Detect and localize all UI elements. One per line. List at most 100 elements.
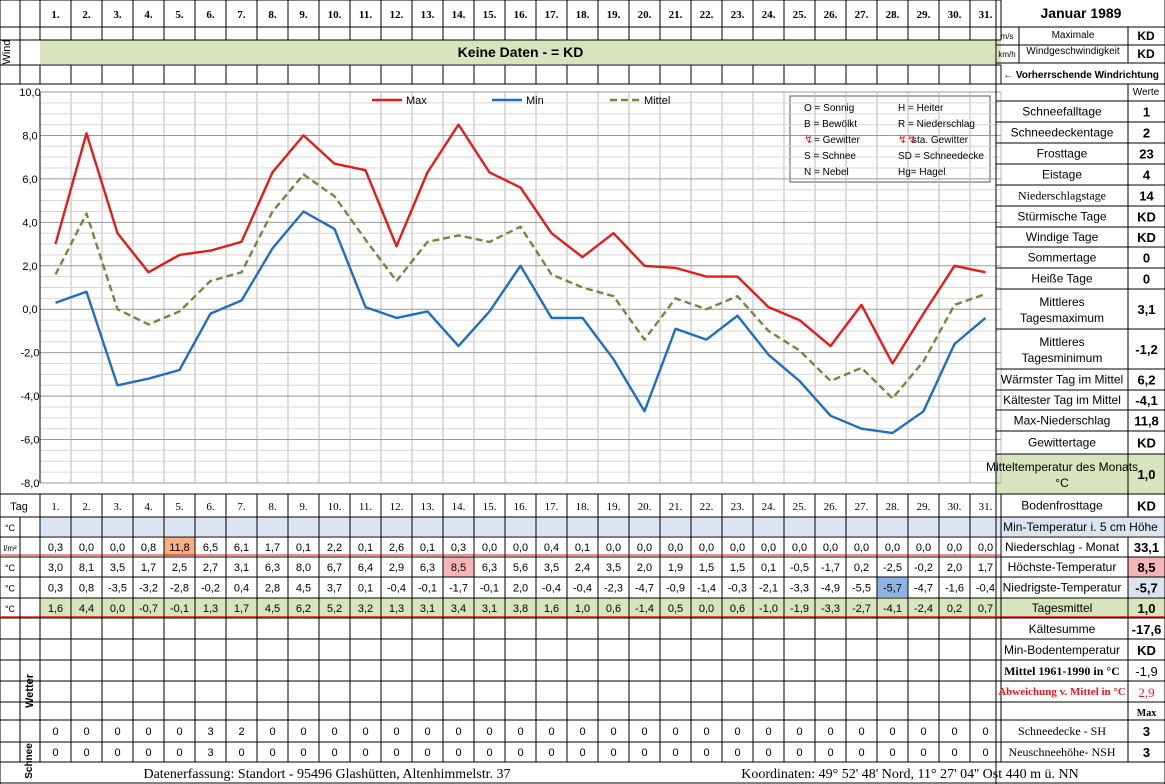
row-summary: 8,5	[1137, 560, 1155, 575]
row-unit: l/m²	[3, 544, 17, 553]
abweichung-label: Abweichung v. Mittel in °C	[998, 686, 1126, 698]
table-cell: 0,0	[606, 542, 621, 554]
day-header: 1.	[51, 9, 60, 21]
day-header: 11.	[359, 9, 372, 21]
monatsmittel-band	[996, 454, 1165, 494]
day-footer: 20.	[638, 501, 652, 513]
stat-label: Heiße Tage	[1031, 272, 1092, 286]
table-cell: -2,3	[604, 583, 623, 595]
legend-code: B = Bewölkt	[804, 119, 857, 130]
table-cell: 0,0	[110, 542, 125, 554]
table-cell: 1,7	[234, 603, 249, 615]
table-cell: -0,1	[170, 603, 189, 615]
table-cell: 0,0	[885, 542, 900, 554]
table-cell: 2,8	[265, 583, 280, 595]
day-footer: 14.	[452, 501, 466, 513]
table-cell: 0,1	[575, 542, 590, 554]
table-cell: 0,0	[947, 542, 962, 554]
day-footer: 22.	[700, 501, 714, 513]
min-5cm-band	[40, 517, 1001, 536]
row-unit: °C	[5, 563, 16, 573]
table-cell: 0,3	[48, 542, 63, 554]
table-cell: 0,0	[482, 542, 497, 554]
stat-value: 4	[1143, 168, 1151, 183]
table-cell: 3,8	[513, 603, 528, 615]
stat-value: -1,2	[1135, 342, 1157, 357]
schnee-cell: 0	[362, 726, 368, 738]
schnee-cell: 3	[207, 747, 213, 759]
stat-value: 2	[1143, 126, 1150, 141]
wind-row-label: Wind	[1, 39, 13, 64]
table-cell: 0,0	[761, 542, 776, 554]
day-footer: 1.	[51, 501, 60, 513]
schnee-cell: 0	[145, 747, 151, 759]
table-cell: 0,7	[978, 603, 993, 615]
schnee-label: Schnee	[24, 743, 35, 779]
schnee-cell: 0	[548, 747, 554, 759]
table-cell: -1,9	[790, 603, 809, 615]
table-cell: 3,1	[234, 562, 249, 574]
table-cell: 0,0	[637, 542, 652, 554]
day-header: 3.	[113, 9, 122, 21]
table-cell: 3,5	[606, 562, 621, 574]
legend-label-min: Min	[526, 95, 544, 107]
stat-label: Eistage	[1042, 168, 1082, 182]
day-header: 4.	[144, 9, 153, 21]
row-label: Niedrigste-Temperatur	[1003, 581, 1122, 595]
stat-label: Frosttage	[1037, 147, 1088, 161]
row-label: Tagesmittel	[1032, 601, 1093, 615]
schnee-cell: 0	[52, 726, 58, 738]
schnee-row-summary: 3	[1143, 745, 1150, 760]
table-cell: 2,0	[947, 562, 962, 574]
table-cell: 1,6	[48, 603, 63, 615]
stat-value: 1,0	[1137, 467, 1155, 482]
table-cell: 4,4	[79, 603, 94, 615]
row-summary: 33,1	[1134, 540, 1159, 555]
y-tick-label: -2,0	[21, 348, 40, 360]
stat-value: 3,1	[1137, 302, 1155, 317]
legend-code: S = Schnee	[804, 151, 856, 162]
stat-label: Niederschlagstage	[1018, 189, 1106, 203]
legend-code: H = Heiter	[898, 103, 944, 114]
month-title: Januar 1989	[1041, 5, 1122, 21]
day-header: 20.	[638, 9, 652, 21]
y-tick-label: 6,0	[22, 174, 37, 186]
day-footer: 15.	[483, 501, 497, 513]
table-cell: 5,6	[513, 562, 528, 574]
table-cell: -2,1	[759, 583, 778, 595]
schnee-cell: 0	[734, 747, 740, 759]
stat-label: Mitteltemperatur des Monats °C	[986, 460, 1138, 490]
table-cell: 0,8	[79, 583, 94, 595]
table-cell: 0,0	[854, 542, 869, 554]
stat-value: 23	[1139, 147, 1153, 162]
table-cell: 0,0	[699, 603, 714, 615]
table-cell: -0,4	[387, 583, 406, 595]
schnee-cell: 0	[641, 726, 647, 738]
row-label: Min-Temperatur i. 5 cm Höhe	[1003, 520, 1158, 534]
max-label: Max	[1137, 708, 1156, 719]
schnee-cell: 0	[114, 726, 120, 738]
schnee-cell: 0	[393, 747, 399, 759]
table-cell: 0,0	[978, 542, 993, 554]
table-cell: 1,7	[265, 542, 280, 554]
table-cell: -0,4	[976, 583, 995, 595]
tagesmittel-label-band	[996, 598, 1165, 618]
table-cell: 0,0	[916, 542, 931, 554]
table-cell: 1,6	[544, 603, 559, 615]
table-cell: -3,2	[139, 583, 158, 595]
day-header: 18.	[576, 9, 590, 21]
table-cell: 2,5	[172, 562, 187, 574]
y-tick-label: -6,0	[21, 435, 40, 447]
table-cell: 0,1	[296, 542, 311, 554]
day-header: 25.	[793, 9, 807, 21]
day-footer: 23.	[731, 501, 745, 513]
row-label: Höchste-Temperatur	[1008, 560, 1117, 574]
stat-label: Kältester Tag im Mittel	[1003, 393, 1121, 407]
highlight-min-temp	[877, 577, 908, 597]
schnee-row-label: Neuschneehöhe- NSH	[1009, 745, 1116, 759]
table-cell: 1,3	[203, 603, 218, 615]
schnee-cell: 0	[486, 747, 492, 759]
mittel-label: Mittel 1961-1990 in °C	[1004, 664, 1120, 678]
day-header: 16.	[514, 9, 528, 21]
